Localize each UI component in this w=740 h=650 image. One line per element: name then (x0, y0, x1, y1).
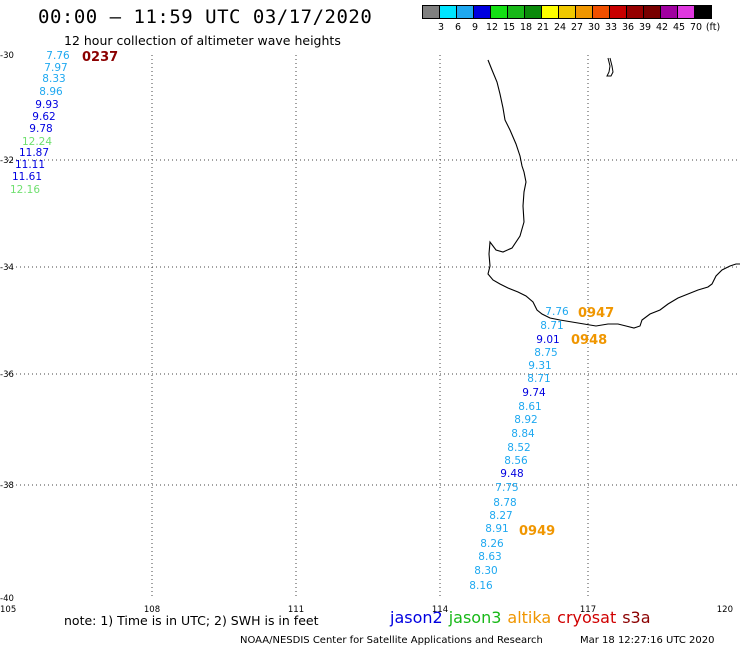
legend-tick: 21 (536, 22, 550, 33)
chart-title: 00:00 – 11:59 UTC 03/17/2020 (38, 6, 373, 28)
graticule (8, 55, 740, 598)
satellite-name: altika (507, 608, 552, 627)
legend-tick: 27 (570, 22, 584, 33)
wave-height-label: 9.31 (528, 360, 551, 372)
legend-tick: 15 (502, 22, 516, 33)
pass-time-label: 0949 (519, 524, 555, 539)
latitude-label: -34 (0, 263, 14, 273)
wave-height-label: 8.26 (480, 538, 504, 550)
satellite-name: s3a (622, 608, 651, 627)
longitude-label: 108 (144, 605, 160, 615)
legend-tick: 6 (454, 22, 462, 33)
latitude-label: -36 (0, 370, 14, 380)
legend-tick: 24 (553, 22, 567, 33)
longitude-label: 117 (580, 605, 596, 615)
legend-tick: 39 (638, 22, 652, 33)
latitude-label: -30 (0, 51, 14, 61)
wave-height-label: 8.71 (540, 320, 563, 332)
wave-height-label: 8.75 (534, 347, 557, 359)
wave-height-label: 12.24 (22, 136, 52, 148)
legend-tick: 9 (471, 22, 479, 33)
longitude-label: 120 (717, 605, 733, 615)
wave-height-label: 8.63 (478, 551, 501, 563)
australia-coastline (487, 59, 740, 329)
wave-height-label: 8.78 (493, 497, 516, 509)
wave-height-label: 8.27 (489, 510, 512, 522)
generation-timestamp: Mar 18 12:27:16 UTC 2020 (580, 635, 715, 646)
wave-height-label: 9.93 (35, 99, 58, 111)
footer-note: note: 1) Time is in UTC; 2) SWH is in fe… (64, 613, 319, 628)
legend-tick: 42 (655, 22, 669, 33)
color-scale-ticks: 3 6 9 12 15 18 21 24 27 30 33 36 39 42 45 70 (ft) (422, 22, 740, 34)
legend-tick: 18 (519, 22, 533, 33)
wave-height-label: 7.76 (46, 50, 70, 62)
island-outline (606, 57, 614, 77)
wave-height-label: 8.52 (507, 442, 530, 454)
wave-height-label: 8.61 (518, 401, 541, 413)
legend-tick: 45 (672, 22, 686, 33)
wave-height-label: 8.33 (42, 73, 65, 85)
legend-tick: 30 (587, 22, 601, 33)
wave-height-label: 9.01 (536, 334, 559, 346)
pass-time-labels: 0237 0947 0948 0949 (82, 50, 614, 539)
legend-tick: 33 (604, 22, 618, 33)
legend-tick: 12 (485, 22, 499, 33)
wave-height-label: 11.61 (12, 171, 42, 183)
chart-subtitle: 12 hour collection of altimeter wave hei… (64, 33, 341, 48)
satellite-name: jason3 (448, 608, 502, 627)
wave-height-label: 8.91 (485, 523, 508, 535)
satellite-name: cryosat (557, 608, 617, 627)
wave-height-label: 8.71 (527, 373, 550, 385)
wave-height-label: 9.62 (32, 111, 55, 123)
altimeter-observations: 7.767.978.338.969.939.629.7812.2411.8711… (10, 50, 569, 592)
legend-tick: (ft) (705, 22, 721, 33)
wave-height-label: 7.75 (495, 482, 518, 494)
wave-height-label: 12.16 (10, 184, 40, 196)
legend-tick: 3 (437, 22, 445, 33)
wave-height-label: 9.48 (500, 468, 523, 480)
latitude-label: -40 (0, 594, 14, 604)
pass-time-label: 0948 (571, 333, 607, 348)
wave-height-label: 9.74 (522, 387, 546, 399)
legend-tick: 70 (689, 22, 703, 33)
pass-time-label: 0947 (578, 306, 614, 321)
wave-height-label: 8.56 (504, 455, 528, 467)
longitude-label: 114 (432, 605, 448, 615)
wave-height-label: 9.78 (29, 123, 52, 135)
legend-swatch (694, 5, 712, 19)
wave-height-label: 8.96 (39, 86, 63, 98)
latitude-label: -38 (0, 481, 14, 491)
wave-height-label: 8.92 (514, 414, 537, 426)
satellite-key: jason2 jason3 altika cryosat s3a (390, 608, 657, 627)
longitude-label: 105 (0, 605, 16, 615)
color-scale-legend (422, 5, 712, 19)
wave-height-label: 7.76 (545, 306, 569, 318)
credit-line: NOAA/NESDIS Center for Satellite Applica… (240, 635, 543, 646)
legend-tick: 36 (621, 22, 635, 33)
wave-height-label: 11.87 (19, 147, 49, 159)
longitude-label: 111 (288, 605, 304, 615)
wave-height-label: 11.11 (15, 159, 45, 171)
wave-height-label: 7.97 (44, 62, 67, 74)
wave-height-label: 8.16 (469, 580, 493, 592)
pass-time-label: 0237 (82, 50, 118, 65)
satellite-name: jason2 (390, 608, 443, 627)
wave-height-label: 8.30 (474, 565, 497, 577)
wave-height-label: 8.84 (511, 428, 535, 440)
latitude-label: -32 (0, 156, 14, 166)
